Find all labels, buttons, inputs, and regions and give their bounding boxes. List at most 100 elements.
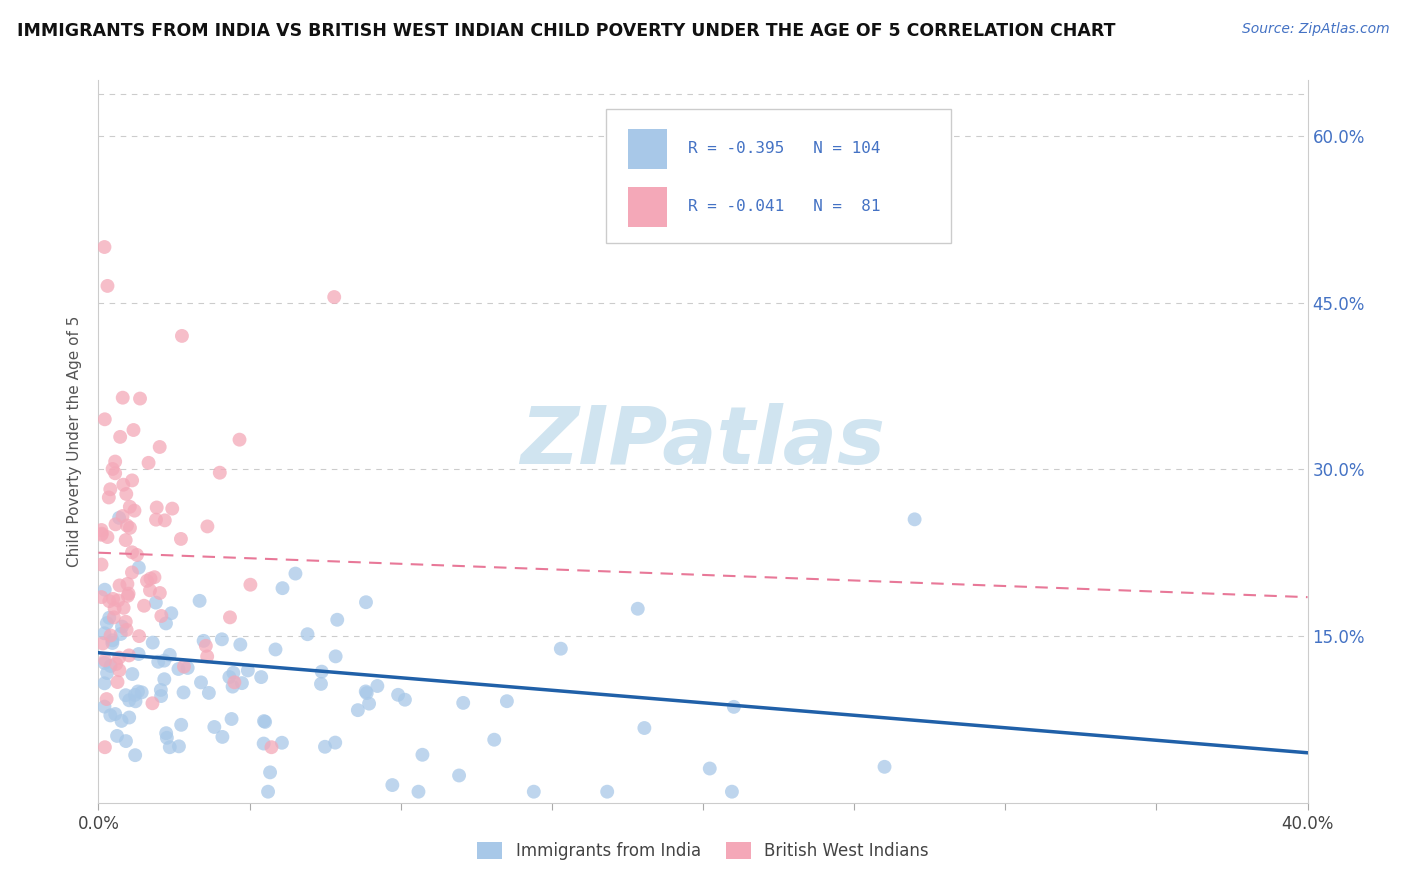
Point (107, 593, 129, 607)
Point (167, 739, 190, 754)
Point (111, 391, 134, 405)
Point (394, 692, 416, 706)
Point (121, 566, 143, 580)
Point (208, 466, 231, 480)
Point (221, 680, 243, 694)
Point (93, 626, 115, 640)
Point (167, 662, 190, 676)
Point (115, 734, 138, 748)
FancyBboxPatch shape (606, 109, 950, 243)
Point (198, 686, 221, 700)
Point (138, 456, 160, 470)
Point (323, 290, 346, 304)
Point (90, 590, 112, 604)
Point (354, 595, 377, 609)
Point (411, 747, 433, 762)
Point (699, 762, 721, 776)
Point (127, 684, 149, 698)
Point (149, 682, 172, 697)
Text: ZIPatlas: ZIPatlas (520, 402, 886, 481)
Point (153, 654, 176, 668)
Point (121, 545, 143, 559)
Point (104, 467, 127, 481)
Point (96, 616, 118, 631)
Point (112, 600, 135, 615)
Point (96, 665, 118, 680)
Point (211, 730, 233, 744)
Point (145, 500, 167, 515)
Point (253, 714, 276, 728)
Point (523, 785, 546, 799)
Point (904, 512, 927, 526)
Point (117, 589, 139, 603)
Point (128, 629, 150, 643)
Bar (628, 186, 666, 227)
Point (149, 586, 172, 600)
Point (143, 570, 166, 584)
Point (221, 712, 243, 726)
Point (90, 526, 112, 541)
Point (90, 558, 112, 572)
Point (596, 785, 619, 799)
Point (110, 714, 132, 728)
Point (98, 594, 121, 608)
Point (103, 610, 125, 624)
Point (193, 633, 215, 648)
Point (162, 501, 184, 516)
Point (188, 594, 211, 608)
Point (159, 740, 181, 755)
Point (170, 329, 193, 343)
Point (101, 591, 124, 606)
Point (115, 623, 138, 637)
Point (550, 641, 572, 656)
Point (159, 648, 181, 662)
Point (94, 582, 117, 597)
Point (211, 632, 233, 647)
Point (118, 521, 141, 535)
Y-axis label: Child Poverty Under the Age of 5: Child Poverty Under the Age of 5 (67, 316, 83, 567)
Point (347, 703, 370, 717)
Point (98, 708, 121, 723)
Point (150, 689, 173, 703)
Point (153, 672, 176, 686)
Point (98, 611, 121, 625)
Point (101, 462, 124, 476)
Text: R = -0.395   N = 104: R = -0.395 N = 104 (689, 142, 882, 156)
Point (222, 665, 245, 680)
Point (190, 675, 212, 690)
Point (141, 696, 163, 710)
Legend: Immigrants from India, British West Indians: Immigrants from India, British West Indi… (471, 835, 935, 867)
Point (484, 732, 506, 747)
Point (124, 503, 146, 517)
Point (149, 440, 172, 454)
Point (94, 412, 117, 426)
Text: IMMIGRANTS FROM INDIA VS BRITISH WEST INDIAN CHILD POVERTY UNDER THE AGE OF 5 CO: IMMIGRANTS FROM INDIA VS BRITISH WEST IN… (17, 22, 1115, 40)
Point (260, 740, 283, 755)
Point (90, 523, 112, 537)
Point (145, 596, 167, 610)
Point (124, 748, 146, 763)
Point (228, 433, 250, 447)
Point (150, 609, 173, 624)
Point (111, 619, 134, 633)
Point (170, 718, 193, 732)
Point (108, 511, 131, 525)
Point (108, 650, 131, 665)
Point (309, 677, 332, 691)
Point (194, 639, 217, 653)
Point (114, 615, 136, 629)
Point (114, 533, 136, 547)
Point (173, 685, 195, 699)
Point (118, 710, 141, 724)
Point (108, 430, 131, 444)
Point (229, 638, 252, 652)
Point (108, 578, 131, 592)
Point (118, 648, 141, 663)
Point (195, 649, 218, 664)
Point (202, 720, 225, 734)
Point (219, 610, 242, 624)
Point (139, 583, 162, 598)
Point (108, 663, 131, 677)
Point (124, 688, 146, 702)
Point (100, 659, 122, 673)
